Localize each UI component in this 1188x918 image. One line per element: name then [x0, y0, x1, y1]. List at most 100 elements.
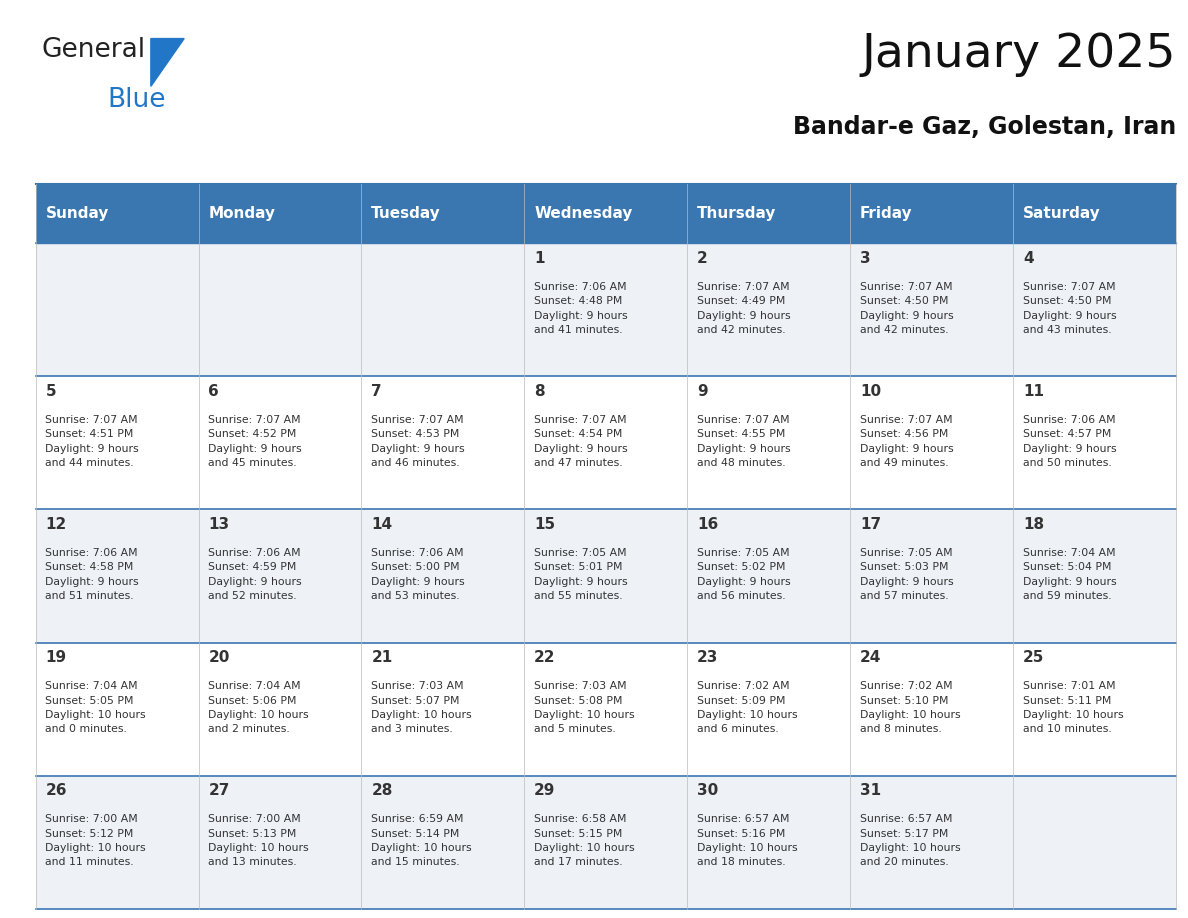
Text: 28: 28: [372, 783, 393, 798]
Text: 6: 6: [208, 384, 219, 398]
Text: 9: 9: [697, 384, 708, 398]
Text: 4: 4: [1023, 251, 1034, 265]
Text: Sunrise: 7:07 AM
Sunset: 4:51 PM
Daylight: 9 hours
and 44 minutes.: Sunrise: 7:07 AM Sunset: 4:51 PM Dayligh…: [45, 415, 139, 468]
Text: 25: 25: [1023, 650, 1044, 665]
Text: 31: 31: [860, 783, 881, 798]
Text: 20: 20: [208, 650, 229, 665]
Text: 26: 26: [45, 783, 67, 798]
Bar: [851, 776, 1013, 909]
Bar: [36, 243, 198, 376]
Text: 7: 7: [372, 384, 381, 398]
Text: Sunrise: 6:57 AM
Sunset: 5:17 PM
Daylight: 10 hours
and 20 minutes.: Sunrise: 6:57 AM Sunset: 5:17 PM Dayligh…: [860, 814, 961, 868]
Bar: [851, 243, 1013, 376]
Text: 19: 19: [45, 650, 67, 665]
Bar: [198, 643, 361, 776]
Bar: [1013, 509, 1176, 643]
Text: 22: 22: [535, 650, 556, 665]
Bar: [361, 509, 524, 643]
Text: 29: 29: [535, 783, 556, 798]
Text: 23: 23: [697, 650, 719, 665]
Bar: [851, 509, 1013, 643]
Text: 18: 18: [1023, 517, 1044, 532]
Bar: [198, 776, 361, 909]
Text: Bandar-e Gaz, Golestan, Iran: Bandar-e Gaz, Golestan, Iran: [792, 115, 1176, 139]
Text: 5: 5: [45, 384, 56, 398]
Bar: [1013, 243, 1176, 376]
Text: Sunrise: 7:05 AM
Sunset: 5:03 PM
Daylight: 9 hours
and 57 minutes.: Sunrise: 7:05 AM Sunset: 5:03 PM Dayligh…: [860, 548, 954, 601]
Text: Blue: Blue: [107, 87, 165, 113]
Text: 2: 2: [697, 251, 708, 265]
Text: Sunrise: 7:04 AM
Sunset: 5:04 PM
Daylight: 9 hours
and 59 minutes.: Sunrise: 7:04 AM Sunset: 5:04 PM Dayligh…: [1023, 548, 1117, 601]
Text: Sunrise: 7:06 AM
Sunset: 4:48 PM
Daylight: 9 hours
and 41 minutes.: Sunrise: 7:06 AM Sunset: 4:48 PM Dayligh…: [535, 282, 627, 335]
Text: Sunrise: 7:00 AM
Sunset: 5:13 PM
Daylight: 10 hours
and 13 minutes.: Sunrise: 7:00 AM Sunset: 5:13 PM Dayligh…: [208, 814, 309, 868]
Bar: [524, 776, 688, 909]
Text: Sunrise: 7:07 AM
Sunset: 4:50 PM
Daylight: 9 hours
and 43 minutes.: Sunrise: 7:07 AM Sunset: 4:50 PM Dayligh…: [1023, 282, 1117, 335]
Text: Sunrise: 7:05 AM
Sunset: 5:02 PM
Daylight: 9 hours
and 56 minutes.: Sunrise: 7:05 AM Sunset: 5:02 PM Dayligh…: [697, 548, 791, 601]
Bar: [361, 243, 524, 376]
Text: 21: 21: [372, 650, 392, 665]
Bar: [524, 184, 688, 243]
Bar: [524, 643, 688, 776]
Text: Sunrise: 7:07 AM
Sunset: 4:49 PM
Daylight: 9 hours
and 42 minutes.: Sunrise: 7:07 AM Sunset: 4:49 PM Dayligh…: [697, 282, 791, 335]
Bar: [524, 376, 688, 509]
Text: 10: 10: [860, 384, 881, 398]
Bar: [524, 243, 688, 376]
Bar: [36, 509, 198, 643]
Text: Sunrise: 7:07 AM
Sunset: 4:54 PM
Daylight: 9 hours
and 47 minutes.: Sunrise: 7:07 AM Sunset: 4:54 PM Dayligh…: [535, 415, 627, 468]
Bar: [36, 643, 198, 776]
Text: 14: 14: [372, 517, 392, 532]
Text: 13: 13: [208, 517, 229, 532]
Bar: [361, 184, 524, 243]
Text: Sunrise: 7:07 AM
Sunset: 4:53 PM
Daylight: 9 hours
and 46 minutes.: Sunrise: 7:07 AM Sunset: 4:53 PM Dayligh…: [372, 415, 465, 468]
Text: 24: 24: [860, 650, 881, 665]
Text: General: General: [42, 37, 146, 62]
Bar: [198, 184, 361, 243]
Text: Thursday: Thursday: [697, 206, 777, 221]
Bar: [851, 184, 1013, 243]
Text: Sunrise: 7:05 AM
Sunset: 5:01 PM
Daylight: 9 hours
and 55 minutes.: Sunrise: 7:05 AM Sunset: 5:01 PM Dayligh…: [535, 548, 627, 601]
Text: Sunrise: 7:04 AM
Sunset: 5:05 PM
Daylight: 10 hours
and 0 minutes.: Sunrise: 7:04 AM Sunset: 5:05 PM Dayligh…: [45, 681, 146, 734]
Text: Sunrise: 7:07 AM
Sunset: 4:52 PM
Daylight: 9 hours
and 45 minutes.: Sunrise: 7:07 AM Sunset: 4:52 PM Dayligh…: [208, 415, 302, 468]
Text: 8: 8: [535, 384, 545, 398]
Text: Sunrise: 6:59 AM
Sunset: 5:14 PM
Daylight: 10 hours
and 15 minutes.: Sunrise: 6:59 AM Sunset: 5:14 PM Dayligh…: [372, 814, 472, 868]
Text: 15: 15: [535, 517, 555, 532]
Text: Sunrise: 7:02 AM
Sunset: 5:09 PM
Daylight: 10 hours
and 6 minutes.: Sunrise: 7:02 AM Sunset: 5:09 PM Dayligh…: [697, 681, 798, 734]
Text: Sunrise: 6:57 AM
Sunset: 5:16 PM
Daylight: 10 hours
and 18 minutes.: Sunrise: 6:57 AM Sunset: 5:16 PM Dayligh…: [697, 814, 798, 868]
Text: 27: 27: [208, 783, 229, 798]
Text: 1: 1: [535, 251, 544, 265]
Text: Wednesday: Wednesday: [535, 206, 632, 221]
Bar: [36, 376, 198, 509]
Text: Sunrise: 7:06 AM
Sunset: 4:58 PM
Daylight: 9 hours
and 51 minutes.: Sunrise: 7:06 AM Sunset: 4:58 PM Dayligh…: [45, 548, 139, 601]
Text: Sunrise: 7:00 AM
Sunset: 5:12 PM
Daylight: 10 hours
and 11 minutes.: Sunrise: 7:00 AM Sunset: 5:12 PM Dayligh…: [45, 814, 146, 868]
Text: Monday: Monday: [208, 206, 276, 221]
Text: Sunrise: 7:03 AM
Sunset: 5:07 PM
Daylight: 10 hours
and 3 minutes.: Sunrise: 7:03 AM Sunset: 5:07 PM Dayligh…: [372, 681, 472, 734]
Bar: [36, 184, 198, 243]
Text: Sunrise: 7:02 AM
Sunset: 5:10 PM
Daylight: 10 hours
and 8 minutes.: Sunrise: 7:02 AM Sunset: 5:10 PM Dayligh…: [860, 681, 961, 734]
Bar: [688, 376, 851, 509]
Bar: [688, 243, 851, 376]
Bar: [198, 376, 361, 509]
Bar: [1013, 376, 1176, 509]
Text: Saturday: Saturday: [1023, 206, 1101, 221]
Text: 16: 16: [697, 517, 719, 532]
Text: 17: 17: [860, 517, 881, 532]
Bar: [851, 643, 1013, 776]
Text: Sunrise: 7:06 AM
Sunset: 4:57 PM
Daylight: 9 hours
and 50 minutes.: Sunrise: 7:06 AM Sunset: 4:57 PM Dayligh…: [1023, 415, 1117, 468]
Polygon shape: [151, 39, 184, 86]
Bar: [524, 509, 688, 643]
Text: Sunrise: 7:07 AM
Sunset: 4:56 PM
Daylight: 9 hours
and 49 minutes.: Sunrise: 7:07 AM Sunset: 4:56 PM Dayligh…: [860, 415, 954, 468]
Bar: [688, 184, 851, 243]
Bar: [851, 376, 1013, 509]
Text: Sunrise: 7:07 AM
Sunset: 4:55 PM
Daylight: 9 hours
and 48 minutes.: Sunrise: 7:07 AM Sunset: 4:55 PM Dayligh…: [697, 415, 791, 468]
Text: Sunrise: 7:06 AM
Sunset: 4:59 PM
Daylight: 9 hours
and 52 minutes.: Sunrise: 7:06 AM Sunset: 4:59 PM Dayligh…: [208, 548, 302, 601]
Text: 12: 12: [45, 517, 67, 532]
Bar: [361, 376, 524, 509]
Text: Sunrise: 7:07 AM
Sunset: 4:50 PM
Daylight: 9 hours
and 42 minutes.: Sunrise: 7:07 AM Sunset: 4:50 PM Dayligh…: [860, 282, 954, 335]
Text: Sunrise: 7:04 AM
Sunset: 5:06 PM
Daylight: 10 hours
and 2 minutes.: Sunrise: 7:04 AM Sunset: 5:06 PM Dayligh…: [208, 681, 309, 734]
Bar: [688, 509, 851, 643]
Bar: [1013, 776, 1176, 909]
Bar: [361, 643, 524, 776]
Bar: [688, 643, 851, 776]
Text: 30: 30: [697, 783, 719, 798]
Text: 11: 11: [1023, 384, 1044, 398]
